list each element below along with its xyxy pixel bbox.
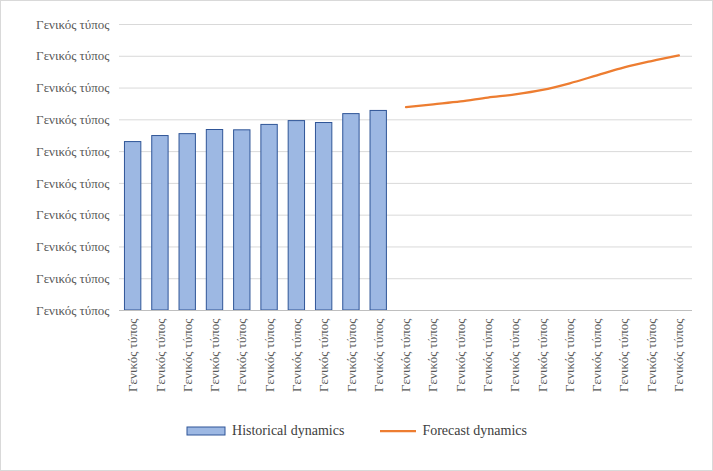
svg-text:Γενικός τύπος: Γενικός τύπος xyxy=(371,318,386,392)
svg-text:Γενικός τύπος: Γενικός τύπος xyxy=(36,239,110,254)
svg-text:Γενικός τύπος: Γενικός τύπος xyxy=(36,303,110,318)
svg-text:Γενικός τύπος: Γενικός τύπος xyxy=(36,80,110,95)
svg-text:Γενικός τύπος: Γενικός τύπος xyxy=(535,318,550,392)
svg-text:Γενικός τύπος: Γενικός τύπος xyxy=(36,176,110,191)
svg-text:Γενικός τύπος: Γενικός τύπος xyxy=(207,318,222,392)
svg-text:Γενικός τύπος: Γενικός τύπος xyxy=(153,318,168,392)
svg-text:Γενικός τύπος: Γενικός τύπος xyxy=(289,318,304,392)
svg-text:Γενικός τύπος: Γενικός τύπος xyxy=(589,318,604,392)
svg-text:Γενικός τύπος: Γενικός τύπος xyxy=(180,318,195,392)
svg-text:Γενικός τύπος: Γενικός τύπος xyxy=(36,271,110,286)
svg-text:Γενικός τύπος: Γενικός τύπος xyxy=(644,318,659,392)
svg-text:Γενικός τύπος: Γενικός τύπος xyxy=(262,318,277,392)
svg-text:Γενικός τύπος: Γενικός τύπος xyxy=(36,17,110,32)
svg-text:Γενικός τύπος: Γενικός τύπος xyxy=(398,318,413,392)
svg-text:Γενικός τύπος: Γενικός τύπος xyxy=(425,318,440,392)
svg-text:Γενικός τύπος: Γενικός τύπος xyxy=(125,318,140,392)
svg-text:Γενικός τύπος: Γενικός τύπος xyxy=(234,318,249,392)
svg-text:Γενικός τύπος: Γενικός τύπος xyxy=(344,318,359,392)
svg-text:Γενικός τύπος: Γενικός τύπος xyxy=(316,318,331,392)
svg-text:Γενικός τύπος: Γενικός τύπος xyxy=(453,318,468,392)
svg-text:Γενικός τύπος: Γενικός τύπος xyxy=(36,207,110,222)
svg-text:Γενικός τύπος: Γενικός τύπος xyxy=(562,318,577,392)
svg-text:Γενικός τύπος: Γενικός τύπος xyxy=(616,318,631,392)
svg-text:Γενικός τύπος: Γενικός τύπος xyxy=(36,112,110,127)
svg-text:Γενικός τύπος: Γενικός τύπος xyxy=(671,318,686,392)
svg-text:Γενικός τύπος: Γενικός τύπος xyxy=(36,144,110,159)
svg-text:Γενικός τύπος: Γενικός τύπος xyxy=(36,48,110,63)
html-text:Forecast dynamics: Forecast dynamics xyxy=(422,423,527,438)
html-text:Historical dynamics: Historical dynamics xyxy=(232,423,345,438)
svg-text:Γενικός τύπος: Γενικός τύπος xyxy=(480,318,495,392)
svg-text:Γενικός τύπος: Γενικός τύπος xyxy=(507,318,522,392)
